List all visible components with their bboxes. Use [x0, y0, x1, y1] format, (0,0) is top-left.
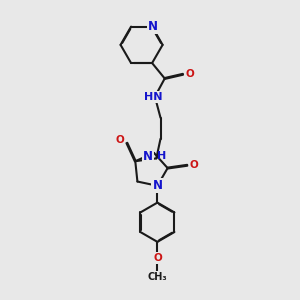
Text: CH₃: CH₃ — [148, 272, 167, 282]
Text: O: O — [116, 135, 124, 145]
Text: N: N — [152, 179, 162, 192]
Text: O: O — [186, 69, 194, 79]
Text: N: N — [148, 20, 158, 33]
Text: O: O — [190, 160, 199, 170]
Text: N: N — [143, 151, 153, 164]
Text: O: O — [153, 253, 162, 263]
Text: HN: HN — [144, 92, 163, 102]
Text: H: H — [157, 151, 166, 160]
